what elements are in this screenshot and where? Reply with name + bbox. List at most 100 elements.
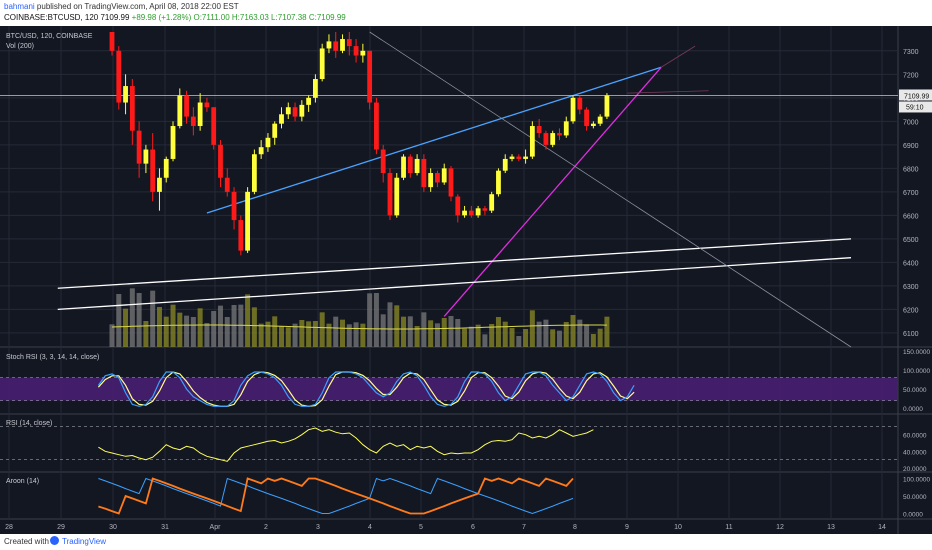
- candle-body: [482, 208, 488, 211]
- candle-body: [550, 133, 556, 145]
- candle-body: [224, 177, 230, 192]
- volume-bar: [116, 294, 122, 347]
- volume-bar: [475, 324, 481, 347]
- price-tick-label: 6500: [903, 237, 919, 244]
- candle-body: [340, 39, 345, 51]
- volume-bar: [258, 323, 264, 347]
- date-tick-label: 9: [625, 524, 629, 531]
- date-tick-label: 13: [827, 524, 835, 531]
- volume-bar: [577, 319, 583, 347]
- publisher-username[interactable]: bahmani: [4, 2, 35, 11]
- candle-body: [407, 156, 413, 174]
- candle-body: [421, 158, 427, 188]
- candle-body: [468, 210, 474, 216]
- tradingview-logo-icon: [50, 536, 59, 545]
- rsi-tick-label: 20.0000: [903, 466, 927, 473]
- date-tick-label: 11: [725, 524, 732, 531]
- candle-body: [265, 137, 271, 148]
- candle-body: [218, 144, 223, 178]
- candle-body: [394, 177, 400, 216]
- volume-bar: [143, 321, 149, 347]
- candle-body: [367, 50, 373, 103]
- candle-body: [489, 194, 495, 211]
- volume-bar: [421, 312, 427, 347]
- price-tick-label: 6300: [903, 284, 919, 291]
- volume-bar: [543, 319, 549, 347]
- stoch-tick-label: 50.0000: [903, 387, 927, 394]
- volume-bar: [556, 330, 562, 347]
- candle-body: [455, 196, 461, 216]
- candle-body: [502, 158, 508, 171]
- volume-bar: [428, 320, 434, 347]
- candle-body: [190, 116, 196, 127]
- volume-bar: [190, 317, 196, 347]
- candle-body: [109, 32, 115, 51]
- candle-body: [272, 123, 278, 138]
- volume-bar: [245, 294, 251, 347]
- candle-body: [163, 158, 169, 178]
- volume-bar: [123, 308, 129, 347]
- trendline-long-support-1: [57, 238, 852, 289]
- candle-body: [414, 158, 420, 174]
- price-tick-label: 6700: [903, 190, 919, 197]
- aroon-down-line: [98, 477, 574, 515]
- volume-bar: [462, 328, 468, 347]
- volume-bar: [326, 323, 332, 347]
- date-tick-label: 4: [368, 524, 372, 531]
- candle-body: [577, 97, 583, 110]
- tradingview-brand[interactable]: TradingView: [62, 537, 107, 546]
- candle-body: [238, 220, 244, 251]
- volume-bar: [265, 321, 271, 347]
- candle-body: [353, 46, 359, 56]
- candle-body: [306, 97, 312, 105]
- volume-bar: [360, 323, 366, 347]
- volume-bar: [590, 334, 596, 347]
- volume-bar: [299, 320, 305, 347]
- trendline-extension: [627, 90, 709, 94]
- volume-bar: [441, 318, 447, 347]
- price-legend: BTC/USD, 120, COINBASE: [6, 33, 93, 40]
- volume-bar: [251, 307, 257, 347]
- chart-background: [0, 26, 932, 534]
- date-tick-label: 29: [57, 524, 65, 531]
- candle-body: [563, 121, 569, 136]
- stoch-legend: Stoch RSI (3, 3, 14, 14, close): [6, 354, 99, 361]
- volume-bar: [292, 323, 298, 347]
- volume-bar: [380, 314, 386, 347]
- candle-body: [184, 95, 189, 117]
- volume-bar: [306, 321, 312, 347]
- volume-bar: [156, 307, 162, 347]
- candle-body: [292, 107, 298, 117]
- rsi-tick-label: 40.0000: [903, 449, 927, 456]
- volume-bar: [224, 317, 230, 347]
- volume-ma-line: [111, 324, 607, 330]
- volume-bar: [373, 293, 379, 347]
- volume-bar: [407, 316, 413, 347]
- candle-body: [346, 39, 352, 47]
- candle-body: [360, 50, 366, 56]
- symbol-label: COINBASE:BTCUSD, 120: [4, 13, 99, 22]
- symbol-line: COINBASE:BTCUSD, 120 7109.99 +89.98 (+1.…: [4, 13, 346, 22]
- candle-body: [150, 149, 156, 192]
- candle-body: [129, 86, 135, 131]
- candle-body: [319, 48, 325, 80]
- chart-canvas[interactable]: 7300720071007000690068006700660065006400…: [0, 26, 932, 534]
- candle-body: [251, 154, 257, 192]
- price-tick-label: 6100: [903, 331, 919, 338]
- candle-body: [136, 130, 142, 164]
- volume-bar: [563, 322, 569, 347]
- price-tick-label: 6400: [903, 260, 919, 267]
- volume-bar: [434, 323, 440, 347]
- stoch-tick-label: 150.0000: [903, 349, 930, 356]
- last-price: 7109.99: [100, 13, 130, 22]
- candle-body: [143, 149, 149, 164]
- trendline-extension: [660, 45, 696, 68]
- stoch-tick-label: 0.0000: [903, 406, 923, 413]
- candle-body: [435, 173, 440, 183]
- volume-bar: [387, 302, 393, 347]
- date-tick-label: 2: [264, 524, 268, 531]
- candle-body: [245, 191, 250, 251]
- candle-body: [157, 177, 162, 192]
- publisher-line: bahmani published on TradingView.com, Ap…: [4, 2, 239, 11]
